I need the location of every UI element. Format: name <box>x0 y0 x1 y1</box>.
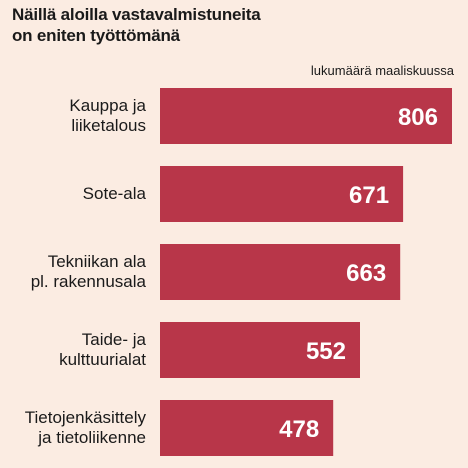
category-label-2-line-1: Sote-ala <box>83 184 147 203</box>
category-label-5-line-1: Tietojenkäsittely <box>25 408 147 427</box>
bar-4 <box>160 322 360 378</box>
bar-3 <box>160 244 401 300</box>
value-label-5: 478 <box>279 416 319 443</box>
value-label-1: 806 <box>398 104 438 131</box>
category-label-4-line-1: Taide- ja <box>82 330 147 349</box>
category-label-5-line-2: ja tietoliikenne <box>37 428 146 447</box>
category-label-1-line-1: Kauppa ja <box>69 96 146 115</box>
category-label-4-line-2: kulttuurialat <box>59 350 146 369</box>
category-label-3-line-2: pl. rakennusala <box>31 272 147 291</box>
category-label-1-line-2: liiketalous <box>71 116 146 135</box>
chart-title-line-1: Näillä aloilla vastavalmistuneita <box>12 5 261 24</box>
bar-1 <box>160 88 452 144</box>
value-label-3: 663 <box>346 260 386 287</box>
category-label-2: Sote-ala <box>83 184 147 203</box>
unit-label: lukumäärä maaliskuussa <box>310 63 454 78</box>
bar-5 <box>160 400 334 456</box>
value-label-2: 671 <box>349 182 389 209</box>
bar-2 <box>160 166 404 222</box>
chart-title: Näillä aloilla vastavalmistuneita on eni… <box>12 4 452 46</box>
value-label-4: 552 <box>306 338 346 365</box>
chart-title-line-2: on eniten työttömänä <box>12 26 180 45</box>
category-label-3-line-1: Tekniikan ala <box>48 252 147 271</box>
